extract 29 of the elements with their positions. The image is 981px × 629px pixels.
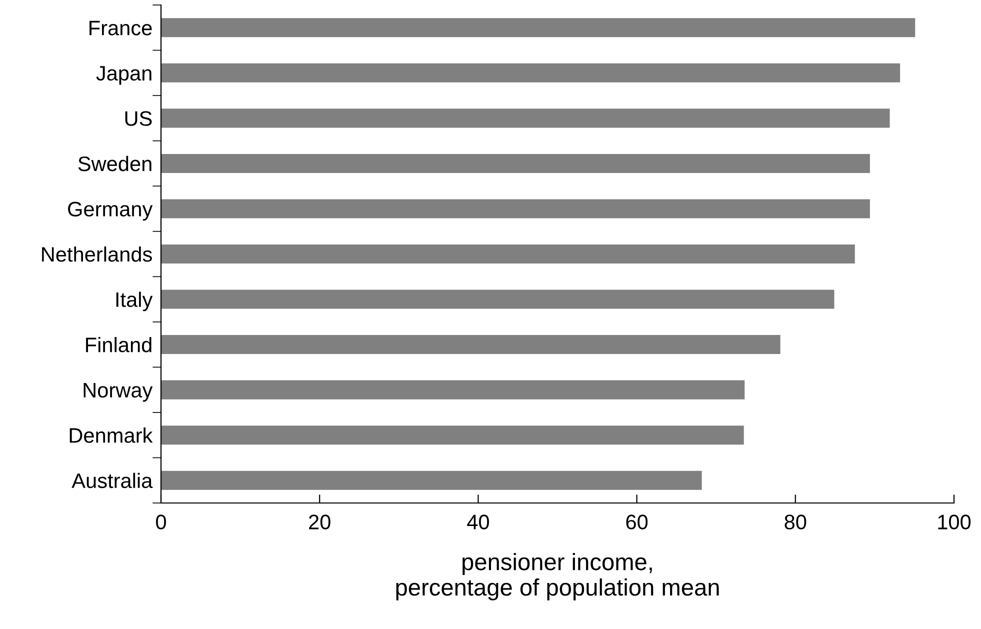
bar: [161, 199, 870, 218]
y-tick-label: Netherlands: [42, 246, 152, 262]
bar: [161, 18, 916, 38]
bar: [161, 426, 744, 445]
bar: [161, 290, 834, 309]
bar: [161, 108, 890, 128]
x-tick-label: 40: [467, 514, 489, 530]
y-tick-label: US: [125, 111, 152, 126]
bar: [161, 154, 870, 173]
bar: [161, 244, 855, 264]
y-tick-label: Germany: [68, 202, 153, 221]
x-axis-title: pensioner income, percentage of population mean: [396, 552, 719, 600]
bar: [161, 470, 702, 490]
bar: [161, 63, 900, 82]
y-tick-label: Japan: [96, 66, 152, 85]
y-tick-label: Norway: [84, 383, 153, 402]
bar: [161, 335, 780, 354]
y-tick-label: Sweden: [78, 156, 152, 172]
x-tick-label: 0: [156, 514, 166, 530]
x-tick-label: 60: [626, 514, 648, 530]
y-tick-label: Finland: [86, 336, 152, 352]
y-tick-label: France: [90, 20, 152, 36]
x-tick-label: 80: [784, 514, 806, 530]
y-tick-label: Italy: [116, 292, 153, 312]
bar: [161, 380, 745, 400]
y-tick-label: Denmark: [70, 428, 153, 443]
x-tick-label: 100: [938, 514, 971, 530]
x-tick-label: 20: [309, 514, 330, 530]
y-tick-label: Australia: [72, 472, 153, 488]
